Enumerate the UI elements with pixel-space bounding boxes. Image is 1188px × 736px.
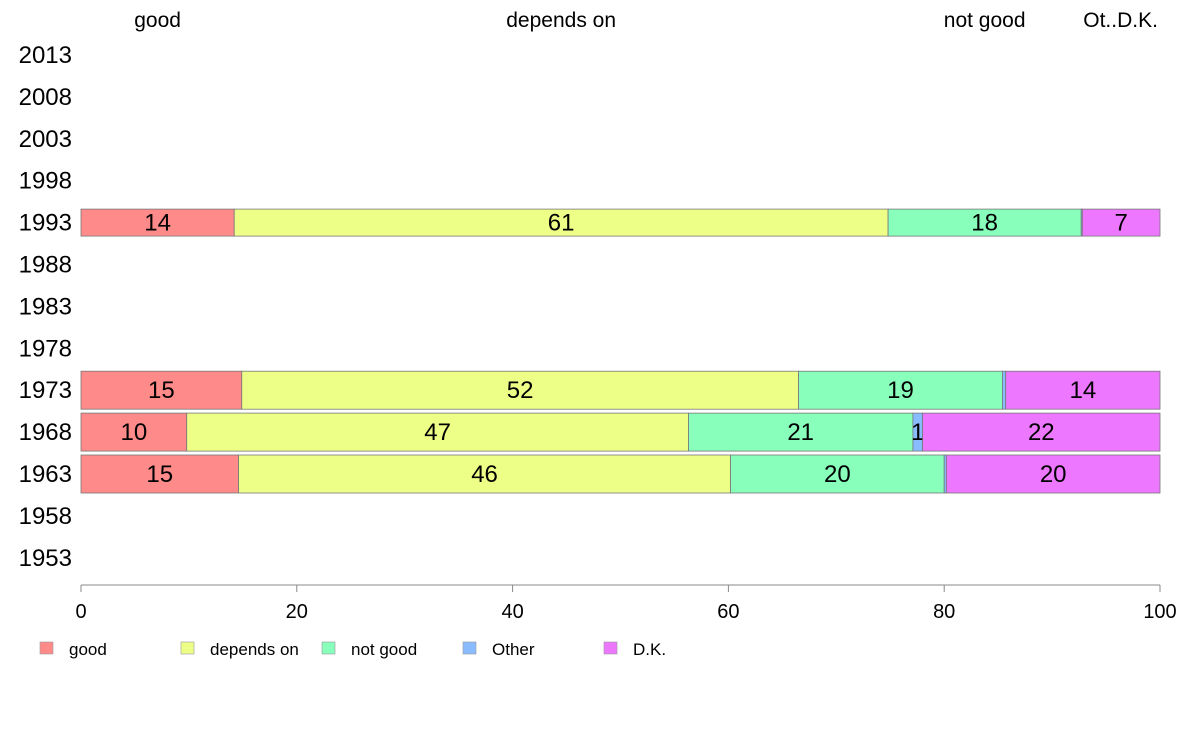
y-tick-label: 1968: [19, 419, 72, 446]
y-tick-label: 1958: [19, 503, 72, 530]
legend-label: depends on: [210, 640, 299, 659]
x-tick-label: 20: [286, 601, 308, 623]
legend-swatch: [603, 641, 618, 655]
top-label-2: not good: [944, 9, 1026, 32]
top-label-0: good: [134, 9, 181, 32]
bar-segment: [233, 208, 889, 237]
bar-segment: [1081, 208, 1161, 237]
bar-segment: [186, 412, 689, 452]
x-tick-label: 0: [75, 601, 86, 623]
legend-label: D.K.: [633, 640, 666, 659]
x-tick-label: 40: [501, 601, 523, 623]
y-tick-label: 1983: [19, 293, 72, 320]
y-tick-label: 1978: [19, 335, 72, 362]
x-tick-label: 60: [717, 601, 739, 623]
bar-segment: [798, 370, 1003, 410]
bar-segment: [1002, 370, 1007, 410]
data-label: 47: [424, 419, 451, 446]
data-label: 22: [1028, 419, 1055, 446]
data-label: 15: [148, 377, 175, 404]
bar-segment: [238, 454, 731, 494]
y-tick-label: 2003: [19, 126, 72, 153]
data-label: 14: [1069, 377, 1096, 404]
legend-swatch: [39, 641, 54, 655]
x-tick-label: 80: [933, 601, 955, 623]
legend-swatch: [180, 641, 195, 655]
y-tick-label: 1998: [19, 168, 72, 195]
legend-label: good: [69, 640, 107, 659]
x-tick-label: 100: [1143, 601, 1176, 623]
legend-label: not good: [351, 640, 417, 659]
data-label: 21: [787, 419, 814, 446]
y-tick-label: 2008: [19, 84, 72, 111]
bar-segment: [887, 208, 1082, 237]
data-label: 19: [887, 377, 914, 404]
data-label: 46: [471, 461, 498, 488]
data-label: 18: [971, 210, 998, 237]
bar-segment: [241, 370, 799, 410]
bar-segment: [80, 412, 188, 452]
bar-segment: [80, 370, 243, 410]
legend-swatch: [321, 641, 336, 655]
data-label: 61: [548, 210, 575, 237]
top-label-3: Ot..D.K.: [1083, 9, 1158, 32]
data-label: 15: [146, 461, 173, 488]
y-tick-label: 1973: [19, 377, 72, 404]
bar-segment: [922, 412, 1161, 452]
data-label: 20: [824, 461, 851, 488]
legend-swatch: [462, 641, 477, 655]
data-label: 1: [911, 419, 924, 446]
data-label: 7: [1114, 210, 1127, 237]
y-tick-label: 1963: [19, 461, 72, 488]
y-tick-label: 1993: [19, 210, 72, 237]
data-label: 20: [1040, 461, 1067, 488]
y-tick-label: 1953: [19, 545, 72, 572]
data-label: 10: [121, 419, 148, 446]
data-label: 14: [144, 210, 171, 237]
bar-segment: [80, 454, 239, 494]
y-tick-label: 2013: [19, 42, 72, 69]
bar-segment: [80, 208, 235, 237]
bar-segment: [1005, 370, 1161, 410]
data-label: 52: [507, 377, 534, 404]
bar-segment: [730, 454, 945, 494]
y-tick-label: 1988: [19, 252, 72, 279]
legend-label: Other: [492, 640, 535, 659]
bar-segment: [688, 412, 914, 452]
bar-segment: [945, 454, 1161, 494]
top-label-1: depends on: [506, 9, 616, 32]
